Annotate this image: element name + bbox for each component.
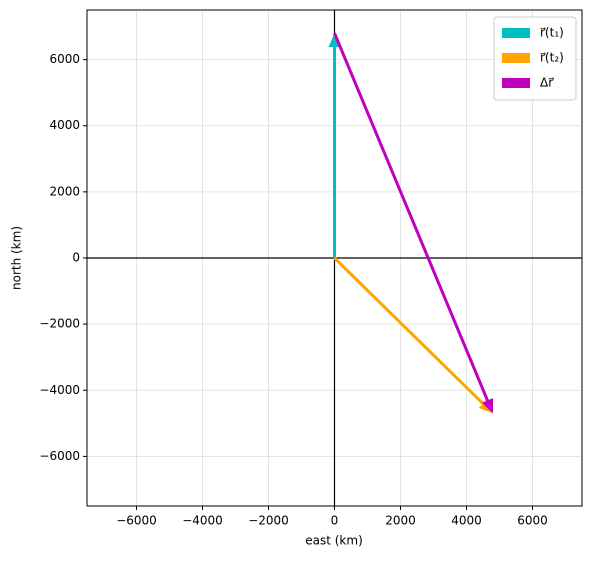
legend-swatch	[502, 78, 530, 88]
legend-label: r⃗(t₂)	[540, 51, 564, 65]
x-tick-label: −6000	[116, 514, 157, 528]
vector	[328, 33, 341, 258]
plot-frame	[86, 9, 583, 507]
y-tick-label: 6000	[49, 52, 80, 66]
x-tick-label: 2000	[385, 514, 416, 528]
legend-swatch	[502, 28, 530, 38]
y-tick-label: −6000	[39, 449, 80, 463]
x-tick-label: 4000	[451, 514, 482, 528]
legend-label: r⃗(t₁)	[540, 26, 564, 40]
x-tick-label: −2000	[248, 514, 289, 528]
vector-shaft	[333, 32, 489, 402]
vector	[333, 32, 494, 414]
x-tick-label: −4000	[182, 514, 223, 528]
x-tick-label: 0	[331, 514, 339, 528]
y-tick-label: −4000	[39, 383, 80, 397]
x-axis-label: east (km)	[305, 534, 363, 548]
y-tick-label: 2000	[49, 184, 80, 198]
vector-head	[481, 398, 494, 414]
x-tick-label: 6000	[517, 514, 548, 528]
y-axis-label: north (km)	[10, 226, 24, 290]
y-tick-label: −2000	[39, 317, 80, 331]
y-tick-label: 4000	[49, 118, 80, 132]
legend-swatch	[502, 53, 530, 63]
y-tick-label: 0	[72, 251, 80, 265]
legend-label: Δr⃗	[540, 76, 554, 90]
vector-shaft	[333, 256, 484, 405]
